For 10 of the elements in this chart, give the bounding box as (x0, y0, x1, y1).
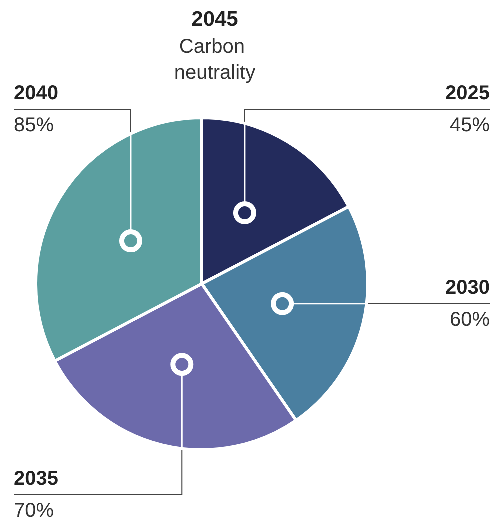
data-label: 85% (14, 114, 54, 137)
slice-label: 2040 (14, 82, 58, 105)
chart-subtitle: Carbon neutrality (174, 36, 256, 84)
slice-label: 2035 (14, 468, 58, 490)
data-label: 60% (450, 308, 490, 331)
chart-title: 2045 (192, 8, 239, 31)
data-label: 45% (450, 114, 490, 137)
slice-label: 2025 (446, 82, 490, 105)
data-label: 70% (14, 500, 54, 522)
slice-label: 2030 (446, 276, 490, 299)
